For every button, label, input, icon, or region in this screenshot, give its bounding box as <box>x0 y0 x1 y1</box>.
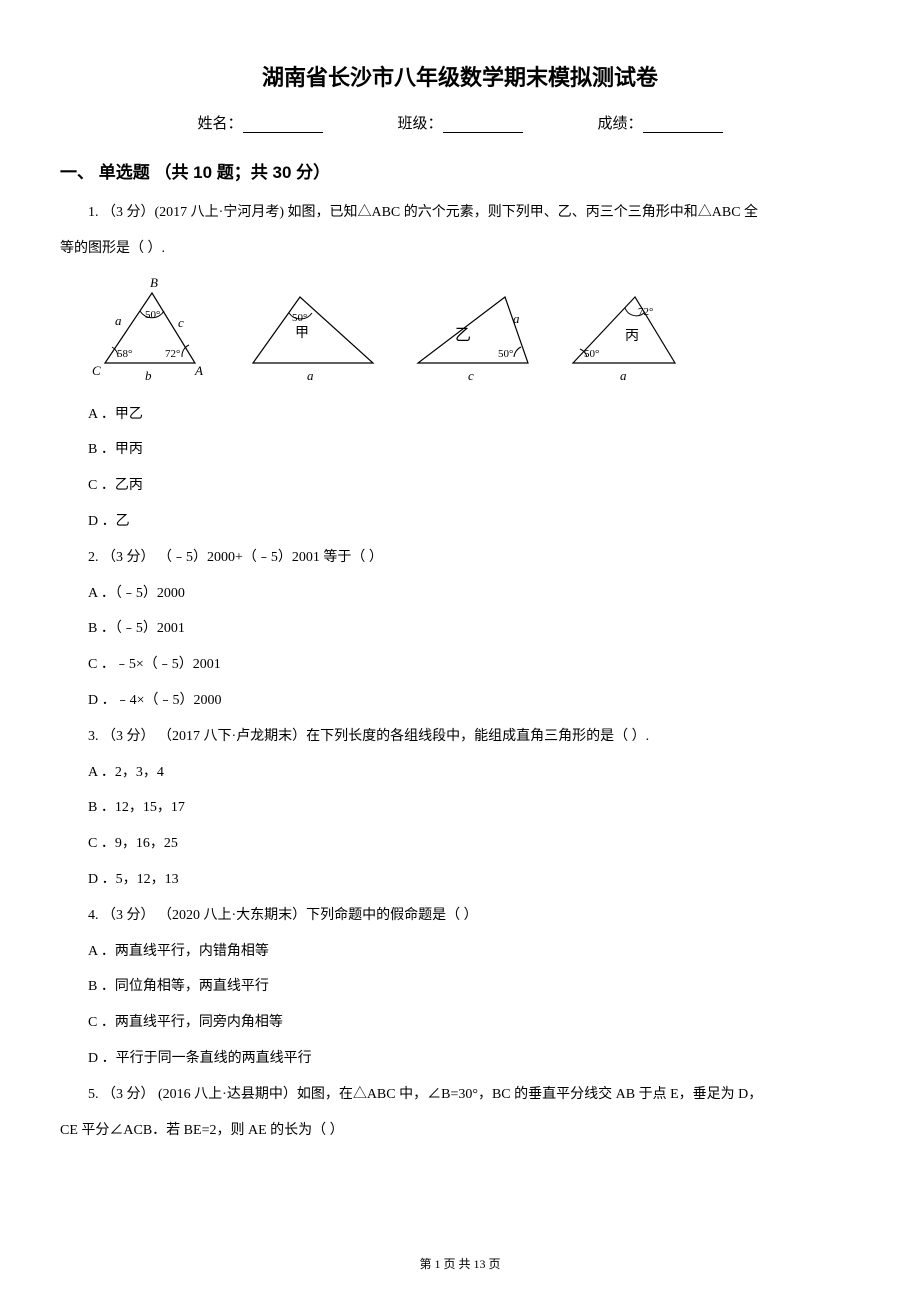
triangle-jia-icon: 50° 甲 a <box>245 285 385 385</box>
q1-option-d: D ．乙 <box>60 507 860 538</box>
svg-text:50°: 50° <box>498 348 513 360</box>
triangle-abc-icon: B a c 50° 58° 72° C b A <box>90 275 220 385</box>
q4-option-b: B ．同位角相等，两直线平行 <box>60 972 860 1003</box>
name-field: 姓名： <box>197 112 322 133</box>
q3-option-b: B ．12，15，17 <box>60 793 860 824</box>
score-label: 成绩： <box>597 116 642 132</box>
class-label: 班级： <box>397 116 442 132</box>
svg-text:甲: 甲 <box>295 326 309 341</box>
q2-option-c: C ．﹣5×（﹣5）2001 <box>60 650 860 681</box>
q2-option-b: B ．（﹣5）2001 <box>60 614 860 645</box>
q5-stem: 5. （3 分） (2016 八上·达县期中）如图，在△ABC 中，∠B=30°… <box>60 1080 860 1111</box>
document-title: 湖南省长沙市八年级数学期末模拟测试卷 <box>60 60 860 92</box>
svg-text:a: a <box>115 313 122 328</box>
svg-text:C: C <box>92 363 101 378</box>
q3-option-c: C ．9，16，25 <box>60 829 860 860</box>
q3-option-a: A ．2，3，4 <box>60 758 860 789</box>
q1-option-b: B ．甲丙 <box>60 435 860 466</box>
score-blank <box>643 117 723 133</box>
svg-text:a: a <box>620 368 627 383</box>
svg-text:a: a <box>513 311 520 326</box>
svg-text:72°: 72° <box>165 348 180 360</box>
svg-text:b: b <box>145 368 152 383</box>
svg-text:50°: 50° <box>584 348 599 360</box>
class-field: 班级： <box>397 112 522 133</box>
svg-text:A: A <box>194 363 203 378</box>
triangle-bing-icon: 72° 丙 50° a <box>565 285 685 385</box>
class-blank <box>443 117 523 133</box>
svg-text:50°: 50° <box>292 312 307 324</box>
q1-option-c: C ．乙丙 <box>60 471 860 502</box>
name-blank <box>243 117 323 133</box>
q1-stem: 1. （3 分）(2017 八上·宁河月考) 如图，已知△ABC 的六个元素，则… <box>60 198 860 229</box>
q2-stem: 2. （3 分） （﹣5）2000+（﹣5）2001 等于（ ） <box>60 543 860 574</box>
q4-option-a: A ．两直线平行，内错角相等 <box>60 937 860 968</box>
svg-text:72°: 72° <box>638 306 653 318</box>
q1-diagrams: B a c 50° 58° 72° C b A 50° 甲 a a 乙 50° … <box>90 275 860 385</box>
svg-text:c: c <box>178 315 184 330</box>
svg-text:58°: 58° <box>117 348 132 360</box>
score-field: 成绩： <box>597 112 722 133</box>
q2-option-d: D ．﹣4×（﹣5）2000 <box>60 686 860 717</box>
q3-option-d: D ．5，12，13 <box>60 865 860 896</box>
q5-stem2: CE 平分∠ACB．若 BE=2，则 AE 的长为（ ） <box>60 1116 860 1147</box>
q2-option-a: A ．（﹣5）2000 <box>60 579 860 610</box>
section-1-header: 一、 单选题 （共 10 题；共 30 分） <box>60 158 860 183</box>
q4-stem: 4. （3 分） （2020 八上·大东期末）下列命题中的假命题是（ ） <box>60 901 860 932</box>
svg-text:c: c <box>468 368 474 383</box>
svg-text:50°: 50° <box>145 309 160 321</box>
q3-stem: 3. （3 分） （2017 八下·卢龙期末）在下列长度的各组线段中，能组成直角… <box>60 722 860 753</box>
q4-option-d: D ．平行于同一条直线的两直线平行 <box>60 1044 860 1075</box>
q1-stem2: 等的图形是（ ）. <box>60 234 860 265</box>
svg-text:丙: 丙 <box>625 329 639 344</box>
q1-option-a: A ．甲乙 <box>60 400 860 431</box>
name-label: 姓名： <box>197 116 242 132</box>
svg-text:乙: 乙 <box>455 327 471 344</box>
q4-option-c: C ．两直线平行，同旁内角相等 <box>60 1008 860 1039</box>
page-footer: 第 1 页 共 13 页 <box>0 1255 920 1272</box>
triangle-yi-icon: a 乙 50° c <box>410 285 540 385</box>
header-fields: 姓名： 班级： 成绩： <box>60 112 860 133</box>
svg-text:a: a <box>307 368 314 383</box>
svg-text:B: B <box>150 275 158 290</box>
